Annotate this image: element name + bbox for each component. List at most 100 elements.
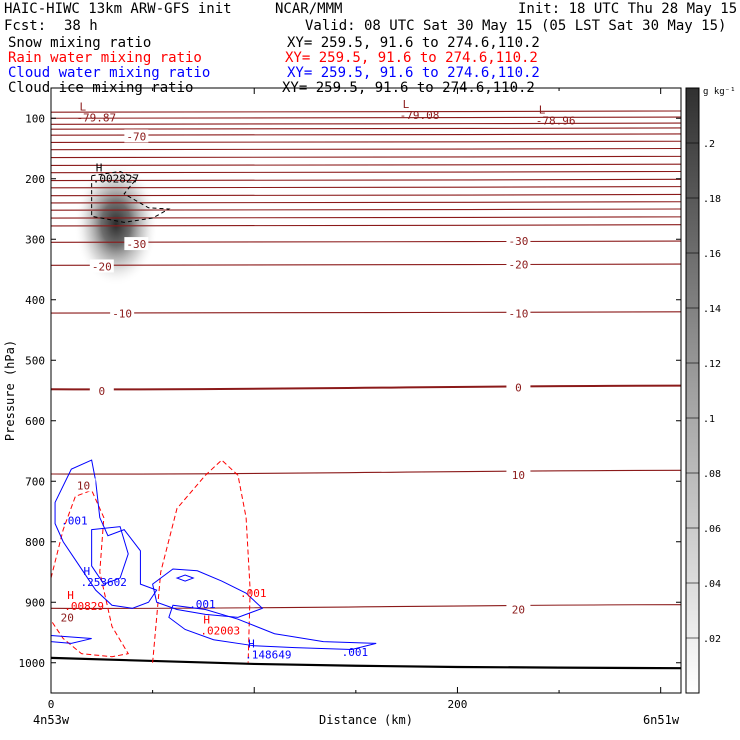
isotherm-line <box>51 384 681 391</box>
y-tick-label: 1000 <box>19 657 46 670</box>
isotherm-line <box>51 110 681 114</box>
isotherm-label: -30 <box>508 235 528 248</box>
extremum-value: .253602 <box>81 576 127 589</box>
y-tick-label: 300 <box>25 233 45 246</box>
isotherm-line <box>51 604 681 609</box>
contour-labels: -70-30 -30-20 -20-10 -100 010102020L-79.87L-… <box>55 98 575 662</box>
cloud-water-contour <box>91 526 129 585</box>
isotherm-label: -20 <box>508 259 528 272</box>
cloud-water-contour <box>152 568 264 618</box>
isotherm-line <box>51 122 681 126</box>
isotherm-line <box>51 224 681 227</box>
y-tick-label: 600 <box>25 415 45 428</box>
x-left-endpoint: 4n53w <box>33 713 70 727</box>
snow-shading <box>74 162 159 287</box>
isotherm-label-bg <box>71 478 96 492</box>
field-rain-name: Rain water mixing ratio <box>8 50 202 66</box>
y-tick-label: 900 <box>25 596 45 609</box>
isotherm-label-bg <box>124 237 149 251</box>
isotherm-line <box>51 193 681 197</box>
extremum-value: .02003 <box>200 624 240 637</box>
extremum-marker: H <box>96 161 103 174</box>
valid-time: Valid: 08 UTC Sat 30 May 15 (05 LST Sat … <box>305 18 727 34</box>
extremum-value: .002827 <box>93 172 139 185</box>
model-title: HAIC-HIWC 13km ARW-GFS init <box>4 1 232 17</box>
isotherm-line <box>51 163 681 167</box>
isotherm-label-bg <box>506 602 531 616</box>
isotherm-label-bg <box>506 257 531 271</box>
x-tick-label: 200 <box>448 698 468 711</box>
extremum-marker: H <box>67 589 74 602</box>
isotherm-line <box>51 263 681 267</box>
y-tick-label: 700 <box>25 475 45 488</box>
y-tick-label: 200 <box>25 173 45 186</box>
contour-value-label: .001 <box>61 515 87 528</box>
isotherm-line <box>51 201 681 204</box>
cloud-water-contour <box>168 604 377 650</box>
extremum-value: -79.87 <box>76 111 116 124</box>
isotherm-label-bg <box>506 234 531 248</box>
y-axis-label: Pressure (hPa) <box>3 340 17 441</box>
ground-line <box>51 656 681 670</box>
field-rain-xy: XY= 259.5, 91.6 to 274.6,110.2 <box>285 50 538 66</box>
extremum-marker: H <box>203 613 210 626</box>
field-cloudwater-name: Cloud water mixing ratio <box>8 65 211 81</box>
isotherm-label: -20 <box>92 260 112 273</box>
isotherm-line <box>51 208 681 212</box>
contour-value-label: .001 <box>342 646 369 659</box>
contour-value-label: .001 <box>189 598 216 611</box>
init-time: Init: 18 UTC Thu 28 May 15 <box>518 1 738 17</box>
isotherm-line <box>51 469 681 475</box>
y-tick-label: 100 <box>25 112 45 125</box>
cloud-water-contour <box>54 459 158 609</box>
rain-water-contour <box>152 459 251 663</box>
org-label: NCAR/MMM <box>275 1 343 17</box>
isotherm-label: 10 <box>512 469 525 482</box>
isotherm-label-bg <box>89 384 114 398</box>
extremum-marker: L <box>539 103 546 116</box>
field-snow-name: Snow mixing ratio <box>8 35 152 51</box>
colorbar-tick-label: .2 <box>703 139 715 150</box>
x-tick-label: 0 <box>48 698 55 711</box>
isotherm-label: -30 <box>126 238 146 251</box>
extremum-value: -79.08 <box>400 109 440 122</box>
x-axis-label: Distance (km) <box>319 713 413 727</box>
colorbar-tick-label: .02 <box>703 634 721 645</box>
colorbar-tick-label: .06 <box>703 524 721 535</box>
cloud-ice-contour <box>91 170 171 223</box>
field-cloudwater-xy: XY= 259.5, 91.6 to 274.6,110.2 <box>287 65 540 81</box>
x-right-endpoint: 6n51w <box>643 713 680 727</box>
contour-value-label: .001 <box>240 587 267 600</box>
isotherm-line <box>51 140 681 144</box>
isotherm-label-bg <box>506 468 531 482</box>
isotherm-line <box>51 216 681 219</box>
colorbar-tick-label: .08 <box>703 469 721 480</box>
isotherm-label-bg <box>124 129 149 143</box>
colorbar-tick-label: .14 <box>703 304 721 315</box>
colorbar-tick-label: .16 <box>703 249 721 260</box>
y-tick-label: 400 <box>25 294 45 307</box>
colorbar-tick-label: .1 <box>703 414 715 425</box>
forecast-hours: 38 h <box>64 18 98 34</box>
isotherm-label: 0 <box>98 385 105 398</box>
snow-max-shading <box>74 162 159 287</box>
colorbar: .2 .18 .16 .14 .12 .1 .08 .06 .04 .02 g kg⁻¹ <box>685 87 736 694</box>
cloud-water-contour <box>51 635 92 644</box>
cloud-water-contour <box>175 574 195 582</box>
hydrometeor-contours <box>51 170 377 663</box>
isotherm-label: -10 <box>112 308 132 321</box>
y-tick-label: 500 <box>25 354 45 367</box>
isotherm-line <box>51 170 681 174</box>
extremum-marker: L <box>403 98 410 111</box>
isotherm-label-bg <box>506 306 531 320</box>
forecast-label: Fcst: <box>4 18 47 34</box>
extremum-marker: L <box>79 100 86 113</box>
isotherm-line <box>51 147 681 151</box>
colorbar-bar <box>685 87 700 694</box>
colorbar-tick-label: .12 <box>703 359 721 370</box>
extremum-value: .00829 <box>64 600 104 613</box>
extremum-marker: H <box>84 565 91 578</box>
isotherm-line <box>51 155 681 159</box>
